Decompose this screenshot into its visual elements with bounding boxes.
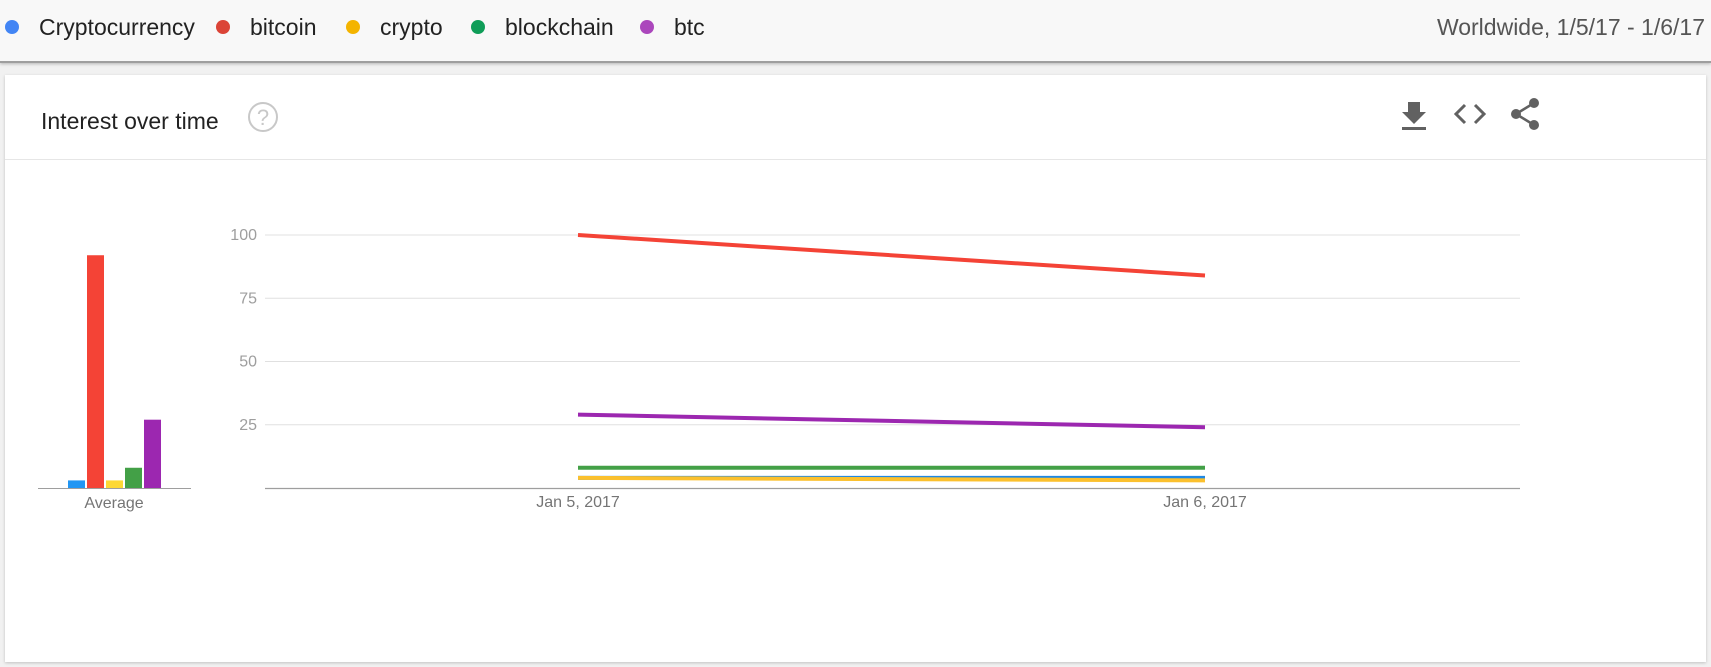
share-icon[interactable] xyxy=(1507,96,1543,132)
term-color-dot xyxy=(640,20,654,34)
average-bar-cryptocurrency[interactable] xyxy=(68,480,85,488)
series-line-btc[interactable] xyxy=(577,412,1206,430)
term-color-dot xyxy=(216,20,230,34)
x-tick-label: Jan 5, 2017 xyxy=(536,494,620,511)
help-circle-icon[interactable]: ? xyxy=(248,102,278,132)
y-tick-label: 50 xyxy=(239,354,257,371)
term-label: blockchain xyxy=(505,13,614,40)
average-label: Average xyxy=(84,495,143,512)
term-bitcoin[interactable]: bitcoin xyxy=(216,13,316,41)
region-date-label[interactable]: Worldwide, 1/5/17 - 1/6/17 xyxy=(1436,14,1705,40)
term-label: bitcoin xyxy=(250,13,317,40)
download-icon[interactable] xyxy=(1396,96,1432,132)
embed-code-icon[interactable] xyxy=(1452,96,1488,132)
series-line-crypto[interactable] xyxy=(577,475,1206,483)
average-bar-bitcoin[interactable] xyxy=(87,255,104,488)
term-blockchain[interactable]: blockchain xyxy=(471,13,614,41)
card-title: Interest over time xyxy=(41,108,219,134)
series-line-bitcoin[interactable] xyxy=(577,233,1206,278)
term-label: Cryptocurrency xyxy=(39,13,195,40)
term-label: btc xyxy=(674,13,705,40)
card-divider xyxy=(5,159,1706,160)
term-label: crypto xyxy=(380,13,443,40)
interest-over-time-card: Interest over time ? Average 25 50 75 100 Ja… xyxy=(5,75,1706,662)
search-terms-bar: Cryptocurrency bitcoin crypto blockchain… xyxy=(0,0,1711,63)
average-bar-crypto[interactable] xyxy=(106,480,123,488)
x-tick-label: Jan 6, 2017 xyxy=(1163,494,1247,511)
term-color-dot xyxy=(5,20,19,34)
term-cryptocurrency[interactable]: Cryptocurrency xyxy=(5,13,195,41)
term-color-dot xyxy=(346,20,360,34)
interest-line-chart: 25 50 75 100 Jan 5, 2017 Jan 6, 2017 xyxy=(230,227,1520,511)
y-tick-label: 75 xyxy=(239,290,257,307)
term-btc[interactable]: btc xyxy=(640,13,705,41)
average-bar-chart: Average xyxy=(38,255,191,512)
average-bar-btc[interactable] xyxy=(144,419,161,488)
average-bar-blockchain[interactable] xyxy=(125,467,142,488)
y-tick-label: 25 xyxy=(239,417,257,434)
term-color-dot xyxy=(471,20,485,34)
term-crypto[interactable]: crypto xyxy=(346,13,443,41)
y-tick-label: 100 xyxy=(230,227,257,244)
